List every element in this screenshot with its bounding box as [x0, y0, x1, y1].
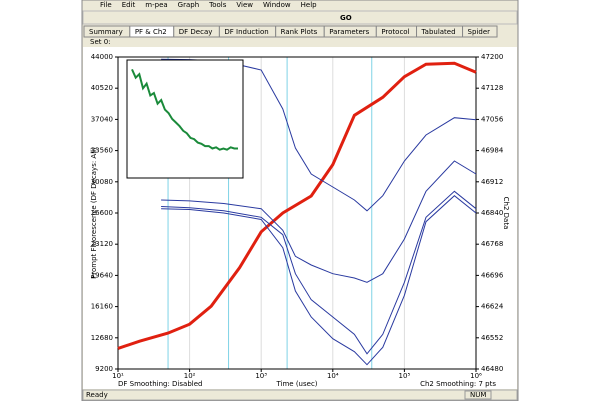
- set-label: Set 0:: [90, 38, 111, 46]
- menu-item[interactable]: Window: [263, 1, 291, 9]
- tab-label: DF Induction: [224, 28, 268, 36]
- x-axis-title: Time (usec): [275, 380, 317, 388]
- y2-tick-label: 46624: [481, 303, 504, 311]
- inset-line: [131, 68, 238, 151]
- x-tick-label: 10¹: [112, 372, 124, 380]
- menu-item[interactable]: Tools: [208, 1, 227, 9]
- series-line: [161, 160, 477, 283]
- y2-tick-label: 46696: [481, 271, 504, 279]
- y-tick-label: 44000: [91, 53, 113, 61]
- tab[interactable]: Tabulated: [416, 25, 464, 38]
- tab[interactable]: Summary: [83, 25, 131, 38]
- y-tick-label: 30080: [91, 178, 113, 186]
- y-tick-label: 23120: [91, 240, 113, 248]
- status-panel: [464, 390, 492, 400]
- x-tick-label: 10⁶: [470, 372, 482, 380]
- series-line: [117, 61, 477, 350]
- y-tick-label: 16160: [91, 303, 113, 311]
- tab-label: Summary: [89, 28, 123, 36]
- series-line: [161, 195, 477, 366]
- tab[interactable]: Rank Plots: [275, 25, 325, 38]
- inset-frame: [126, 59, 244, 179]
- y2-tick-label: 46912: [481, 178, 503, 186]
- y2-tick-label: 47200: [481, 53, 503, 61]
- y-tick-label: 12680: [91, 334, 113, 342]
- tab-label: Parameters: [329, 28, 369, 36]
- y2-tick-label: 46768: [481, 240, 503, 248]
- plot: 10¹ 10² 10³ 10⁴ 10⁵ 10⁶ 9200 12680 16160 19640 231…: [90, 53, 510, 388]
- y2-tick-label: 47128: [481, 84, 503, 92]
- y2-axis-title: Ch2 Data: [502, 197, 510, 230]
- tab[interactable]: Protocol: [375, 25, 418, 38]
- y-tick-label: 33560: [91, 147, 113, 155]
- tab-label: Tabulated: [421, 28, 456, 36]
- y2-tick-label: 47056: [481, 115, 504, 123]
- menu-item[interactable]: View: [236, 1, 253, 9]
- series-line: [161, 190, 477, 355]
- menu-item[interactable]: Graph: [178, 1, 199, 9]
- toolbar: [82, 10, 518, 25]
- y2-tick-label: 46840: [481, 209, 503, 217]
- tab-label: Protocol: [381, 28, 409, 36]
- tab[interactable]: DF Induction: [218, 25, 277, 38]
- y2-tick-label: 46480: [481, 365, 503, 373]
- x-tick-label: 10²: [184, 372, 196, 380]
- x-tick-label: 10⁵: [399, 372, 411, 380]
- menu-item[interactable]: Help: [301, 1, 318, 9]
- menu-bar: File Edit m-pea Graph Tools View Window Help: [100, 1, 317, 9]
- y-tick-label: 19640: [91, 271, 113, 279]
- menu-item[interactable]: m-pea: [145, 1, 167, 9]
- y-axis-title: Prompt Fluorescence (DF Decays: All): [90, 147, 98, 279]
- x-tick-label: 10⁴: [327, 372, 339, 380]
- status-bar: [82, 389, 518, 401]
- tab-label: Rank Plots: [281, 28, 318, 36]
- menu-item[interactable]: File: [100, 1, 112, 9]
- go-button[interactable]: GO: [340, 14, 352, 22]
- num-indicator: NUM: [470, 391, 486, 399]
- y2-tick-label: 46984: [481, 147, 504, 155]
- tab-label: PF & Ch2: [135, 28, 167, 36]
- y-tick-label: 9200: [95, 365, 113, 373]
- y-tick-label: 40520: [91, 84, 113, 92]
- y-tick-label: 26600: [91, 209, 113, 217]
- tab[interactable]: DF Decay: [173, 25, 220, 38]
- y-tick-label: 37040: [91, 115, 113, 123]
- y2-tick-label: 46552: [481, 334, 503, 342]
- tab[interactable]: Spider: [462, 25, 498, 38]
- tab-label: DF Decay: [179, 28, 213, 36]
- menu-item[interactable]: Edit: [122, 1, 136, 9]
- tab-label: Spider: [468, 28, 491, 36]
- tab-strip: Summary PF & Ch2 DF Decay DF Induction Rank …: [83, 25, 498, 38]
- right-note: Ch2 Smoothing: 7 pts: [420, 380, 496, 388]
- status-text: Ready: [86, 391, 108, 399]
- x-tick-label: 10³: [255, 372, 267, 380]
- tab[interactable]: PF & Ch2: [129, 25, 175, 38]
- tab[interactable]: Parameters: [323, 25, 377, 38]
- left-note: DF Smoothing: Disabled: [118, 380, 202, 388]
- tab-shape: [462, 25, 498, 38]
